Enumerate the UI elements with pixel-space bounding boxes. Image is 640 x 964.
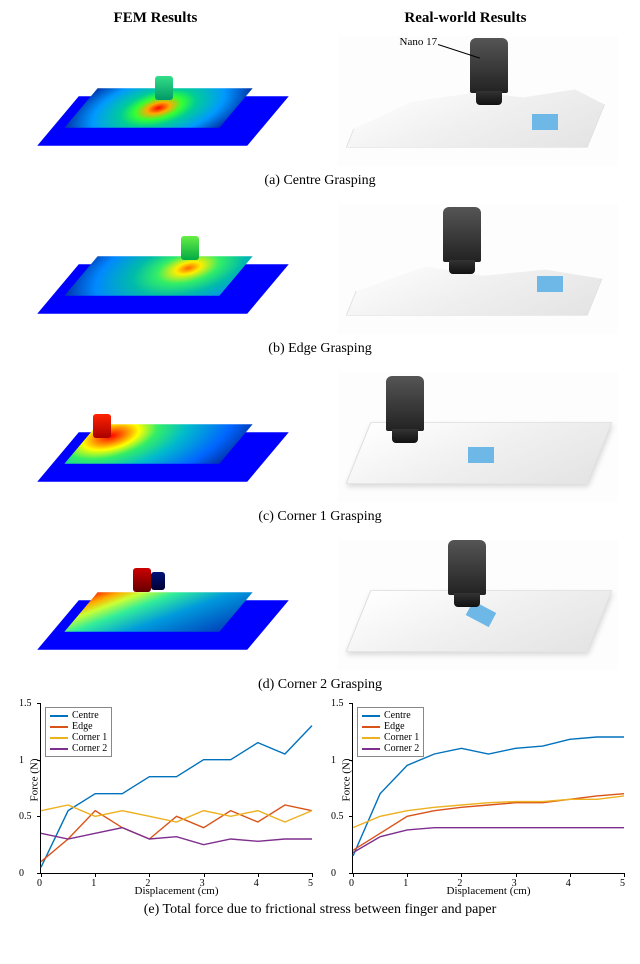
column-headers: FEM Results Real-world Results — [10, 10, 630, 27]
caption-a: (a) Centre Grasping — [10, 173, 630, 189]
chart-real: Force (N) Displacement (cm) CentreEdgeCo… — [352, 703, 624, 874]
row-corner2 — [10, 535, 630, 675]
caption-b: (b) Edge Grasping — [10, 341, 630, 357]
real-corner2 — [325, 535, 630, 675]
charts-row: Force (N) Displacement (cm) CentreEdgeCo… — [10, 703, 630, 874]
row-edge — [10, 199, 630, 339]
caption-c: (c) Corner 1 Grasping — [10, 509, 630, 525]
fem-centre — [10, 31, 315, 171]
fem-edge — [10, 199, 315, 339]
real-corner1 — [325, 367, 630, 507]
header-fem: FEM Results — [114, 10, 198, 27]
nano17-label: Nano 17 — [400, 36, 438, 48]
real-edge — [325, 199, 630, 339]
legend-right: CentreEdgeCorner 1Corner 2 — [357, 707, 424, 757]
row-centre: Nano 17 — [10, 31, 630, 171]
ylabel-left: Force (N) — [29, 758, 41, 801]
ylabel-right: Force (N) — [341, 758, 353, 801]
real-centre: Nano 17 — [325, 31, 630, 171]
legend-left: CentreEdgeCorner 1Corner 2 — [45, 707, 112, 757]
row-corner1 — [10, 367, 630, 507]
chart-fem: Force (N) Displacement (cm) CentreEdgeCo… — [40, 703, 312, 874]
xlabel-right: Displacement (cm) — [353, 885, 624, 897]
header-real: Real-world Results — [404, 10, 526, 27]
fem-corner2 — [10, 535, 315, 675]
xlabel-left: Displacement (cm) — [41, 885, 312, 897]
caption-e: (e) Total force due to frictional stress… — [10, 902, 630, 918]
caption-d: (d) Corner 2 Grasping — [10, 677, 630, 693]
fem-corner1 — [10, 367, 315, 507]
